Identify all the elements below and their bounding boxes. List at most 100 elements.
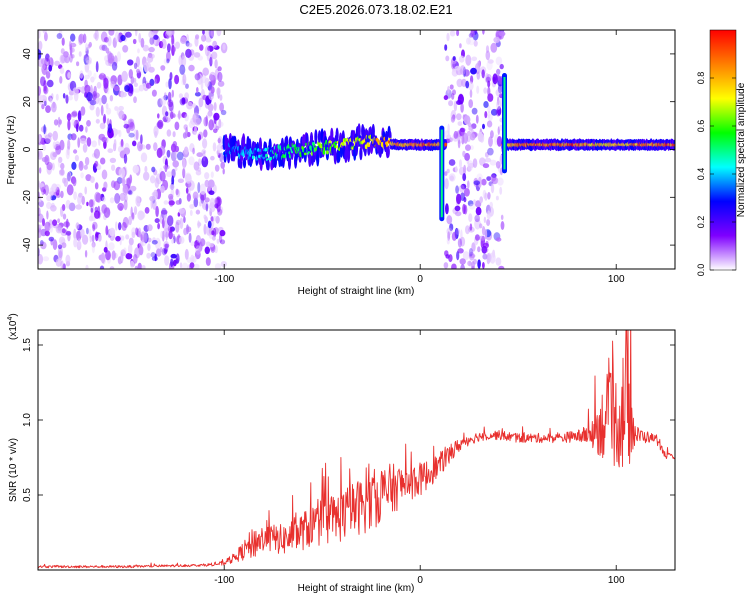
- heatmap-noise-blob: [490, 183, 495, 194]
- heatmap-noise-blob: [100, 252, 106, 264]
- heatmap-noise-blob: [73, 237, 78, 248]
- heatmap-noise-blob: [460, 192, 466, 201]
- heatmap-noise-blob: [498, 31, 506, 37]
- heatmap-noise-blob: [77, 194, 82, 205]
- heatmap-noise-blob: [482, 247, 489, 253]
- heatmap-noise-blob: [214, 245, 218, 254]
- heatmap-noise-blob: [479, 223, 483, 229]
- heatmap-noise-blob: [487, 147, 494, 156]
- heatmap-noise-blob: [92, 221, 98, 230]
- heatmap-noise-blob: [152, 30, 159, 34]
- heatmap-noise-blob: [192, 103, 196, 108]
- heatmap-noise-blob: [133, 206, 138, 215]
- heatmap-noise-blob: [175, 41, 180, 49]
- heatmap-noise-blob: [138, 32, 142, 43]
- heatmap-noise-blob: [52, 152, 58, 158]
- heatmap-noise-blob: [73, 228, 77, 240]
- heatmap-noise-blob: [130, 260, 135, 268]
- heatmap-noise-blob: [41, 63, 48, 76]
- heatmap-noise-blob: [78, 51, 82, 57]
- heatmap-noise-blob: [71, 110, 78, 117]
- heatmap-noise-blob: [129, 121, 135, 129]
- heatmap-noise-blob: [178, 208, 185, 215]
- heatmap-noise-blob: [94, 160, 99, 167]
- heatmap-noise-blob: [76, 230, 82, 241]
- heatmap-noise-blob: [500, 221, 505, 230]
- heatmap-noise-blob: [188, 180, 195, 191]
- heatmap-noise-blob: [197, 73, 203, 85]
- heatmap-noise-blob: [58, 119, 62, 125]
- heatmap-noise-blob: [171, 168, 176, 179]
- heatmap-noise-blob: [79, 70, 84, 79]
- heatmap-noise-blob: [107, 148, 114, 153]
- heatmap-noise-blob: [104, 55, 109, 62]
- heatmap-noise-blob: [179, 217, 184, 229]
- heatmap-noise-blob: [41, 186, 45, 196]
- heatmap-noise-blob: [123, 153, 128, 164]
- heatmap-noise-blob: [482, 262, 485, 269]
- heatmap-noise-blob: [109, 266, 115, 269]
- heatmap-noise-blob: [67, 72, 71, 79]
- heatmap-noise-blob: [471, 242, 476, 252]
- heatmap-noise-blob: [127, 118, 135, 128]
- heatmap-noise-blob: [166, 58, 170, 64]
- colorbar-tick-label: 0.8: [696, 72, 706, 85]
- heatmap-noise-blob: [178, 110, 181, 120]
- heatmap-noise-blob: [456, 100, 462, 105]
- heatmap-noise-blob: [135, 129, 139, 141]
- heatmap-noise-blob: [182, 167, 186, 179]
- heatmap-noise-blob: [447, 86, 450, 94]
- heatmap-noise-blob: [38, 134, 42, 143]
- heatmap-noise-blob: [157, 222, 161, 230]
- heatmap-noise-blob: [222, 168, 225, 175]
- heatmap-noise-blob: [120, 34, 126, 42]
- heatmap-noise-blob: [46, 161, 53, 171]
- heatmap-noise-blob: [78, 160, 84, 171]
- heatmap-noise-blob: [184, 92, 190, 100]
- heatmap-noise-blob: [95, 106, 100, 117]
- heatmap-noise-blob: [157, 119, 164, 130]
- heatmap-noise-blob: [169, 184, 175, 190]
- heatmap-noise-blob: [210, 155, 215, 161]
- heatmap-noise-blob: [446, 32, 450, 42]
- heatmap-noise-blob: [486, 60, 493, 71]
- heatmap-noise-blob: [119, 140, 125, 148]
- figure-title: C2E5.2026.073.18.02.E21: [299, 2, 452, 17]
- heatmap-noise-blob: [216, 144, 223, 152]
- heatmap-noise-blob: [151, 240, 158, 245]
- heatmap-noise-blob: [60, 162, 65, 170]
- heatmap-noise-blob: [487, 86, 491, 97]
- heatmap-noise-blob: [166, 129, 172, 137]
- heatmap-noise-blob: [83, 54, 90, 60]
- heatmap-noise-blob: [214, 197, 218, 205]
- heatmap-noise-blob: [183, 216, 186, 223]
- heatmap-noise-blob: [133, 62, 138, 69]
- heatmap-noise-blob: [443, 262, 449, 269]
- heatmap-noise-blob: [88, 199, 94, 208]
- heatmap-noise-blob: [186, 101, 193, 110]
- heatmap-noise-blob: [125, 253, 133, 260]
- heatmap-noise-blob: [105, 47, 110, 54]
- heatmap-noise-blob: [154, 253, 157, 262]
- heatmap-noise-blob: [170, 258, 174, 268]
- heatmap-noise-blob: [43, 124, 46, 135]
- heatmap-noise-blob: [38, 224, 43, 230]
- heatmap-noise-blob: [219, 152, 224, 163]
- heatmap-noise-blob: [128, 237, 134, 246]
- heatmap-noise-blob: [68, 40, 72, 51]
- heatmap-noise-blob: [43, 188, 46, 195]
- heatmap-noise-blob: [186, 257, 193, 263]
- heatmap-noise-blob: [107, 52, 115, 64]
- heatmap-noise-blob: [44, 58, 51, 67]
- heatmap-noise-blob: [196, 237, 202, 243]
- heatmap-noise-blob: [202, 150, 206, 162]
- heatmap-noise-blob: [188, 156, 195, 166]
- heatmap-signal-core: [264, 147, 268, 152]
- heatmap-noise-blob: [160, 65, 166, 71]
- heatmap-noise-blob: [476, 71, 481, 80]
- heatmap-noise-blob: [38, 224, 41, 233]
- heatmap-noise-blob: [106, 107, 112, 115]
- heatmap-noise-blob: [97, 233, 102, 242]
- heatmap-noise-blob: [138, 211, 146, 219]
- heatmap-noise-blob: [488, 136, 493, 148]
